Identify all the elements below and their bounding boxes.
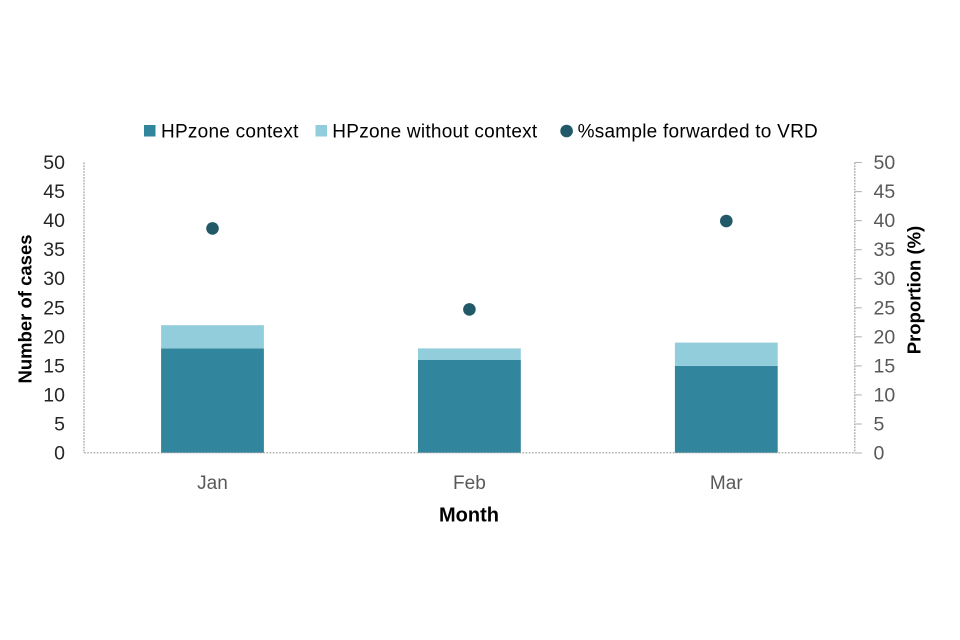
svg-text:HPzone context: HPzone context: [161, 122, 299, 143]
svg-text:15: 15: [874, 355, 896, 377]
svg-text:45: 45: [43, 181, 65, 203]
svg-text:20: 20: [874, 326, 896, 348]
svg-text:Month: Month: [439, 504, 499, 526]
svg-text:5: 5: [874, 414, 885, 436]
svg-text:20: 20: [43, 326, 65, 348]
svg-text:45: 45: [874, 181, 896, 203]
svg-text:Mar: Mar: [710, 473, 743, 494]
svg-text:0: 0: [54, 443, 65, 465]
svg-text:10: 10: [43, 384, 65, 406]
svg-text:25: 25: [874, 297, 896, 319]
svg-text:%sample forwarded to VRD: %sample forwarded to VRD: [578, 122, 818, 143]
svg-text:25: 25: [43, 297, 65, 319]
svg-text:HPzone without context: HPzone without context: [332, 122, 538, 143]
svg-text:Proportion (%): Proportion (%): [904, 226, 925, 354]
svg-text:40: 40: [874, 210, 896, 232]
svg-text:35: 35: [874, 239, 896, 261]
svg-text:50: 50: [874, 152, 896, 174]
svg-text:0: 0: [874, 443, 885, 465]
svg-text:5: 5: [54, 414, 65, 436]
svg-text:50: 50: [43, 152, 65, 174]
svg-text:30: 30: [43, 268, 65, 290]
svg-text:10: 10: [874, 384, 896, 406]
svg-text:40: 40: [43, 210, 65, 232]
svg-text:35: 35: [43, 239, 65, 261]
svg-text:Number of cases: Number of cases: [15, 234, 36, 383]
svg-text:Jan: Jan: [197, 473, 228, 494]
svg-text:30: 30: [874, 268, 896, 290]
svg-text:15: 15: [43, 355, 65, 377]
svg-text:Feb: Feb: [453, 473, 486, 494]
